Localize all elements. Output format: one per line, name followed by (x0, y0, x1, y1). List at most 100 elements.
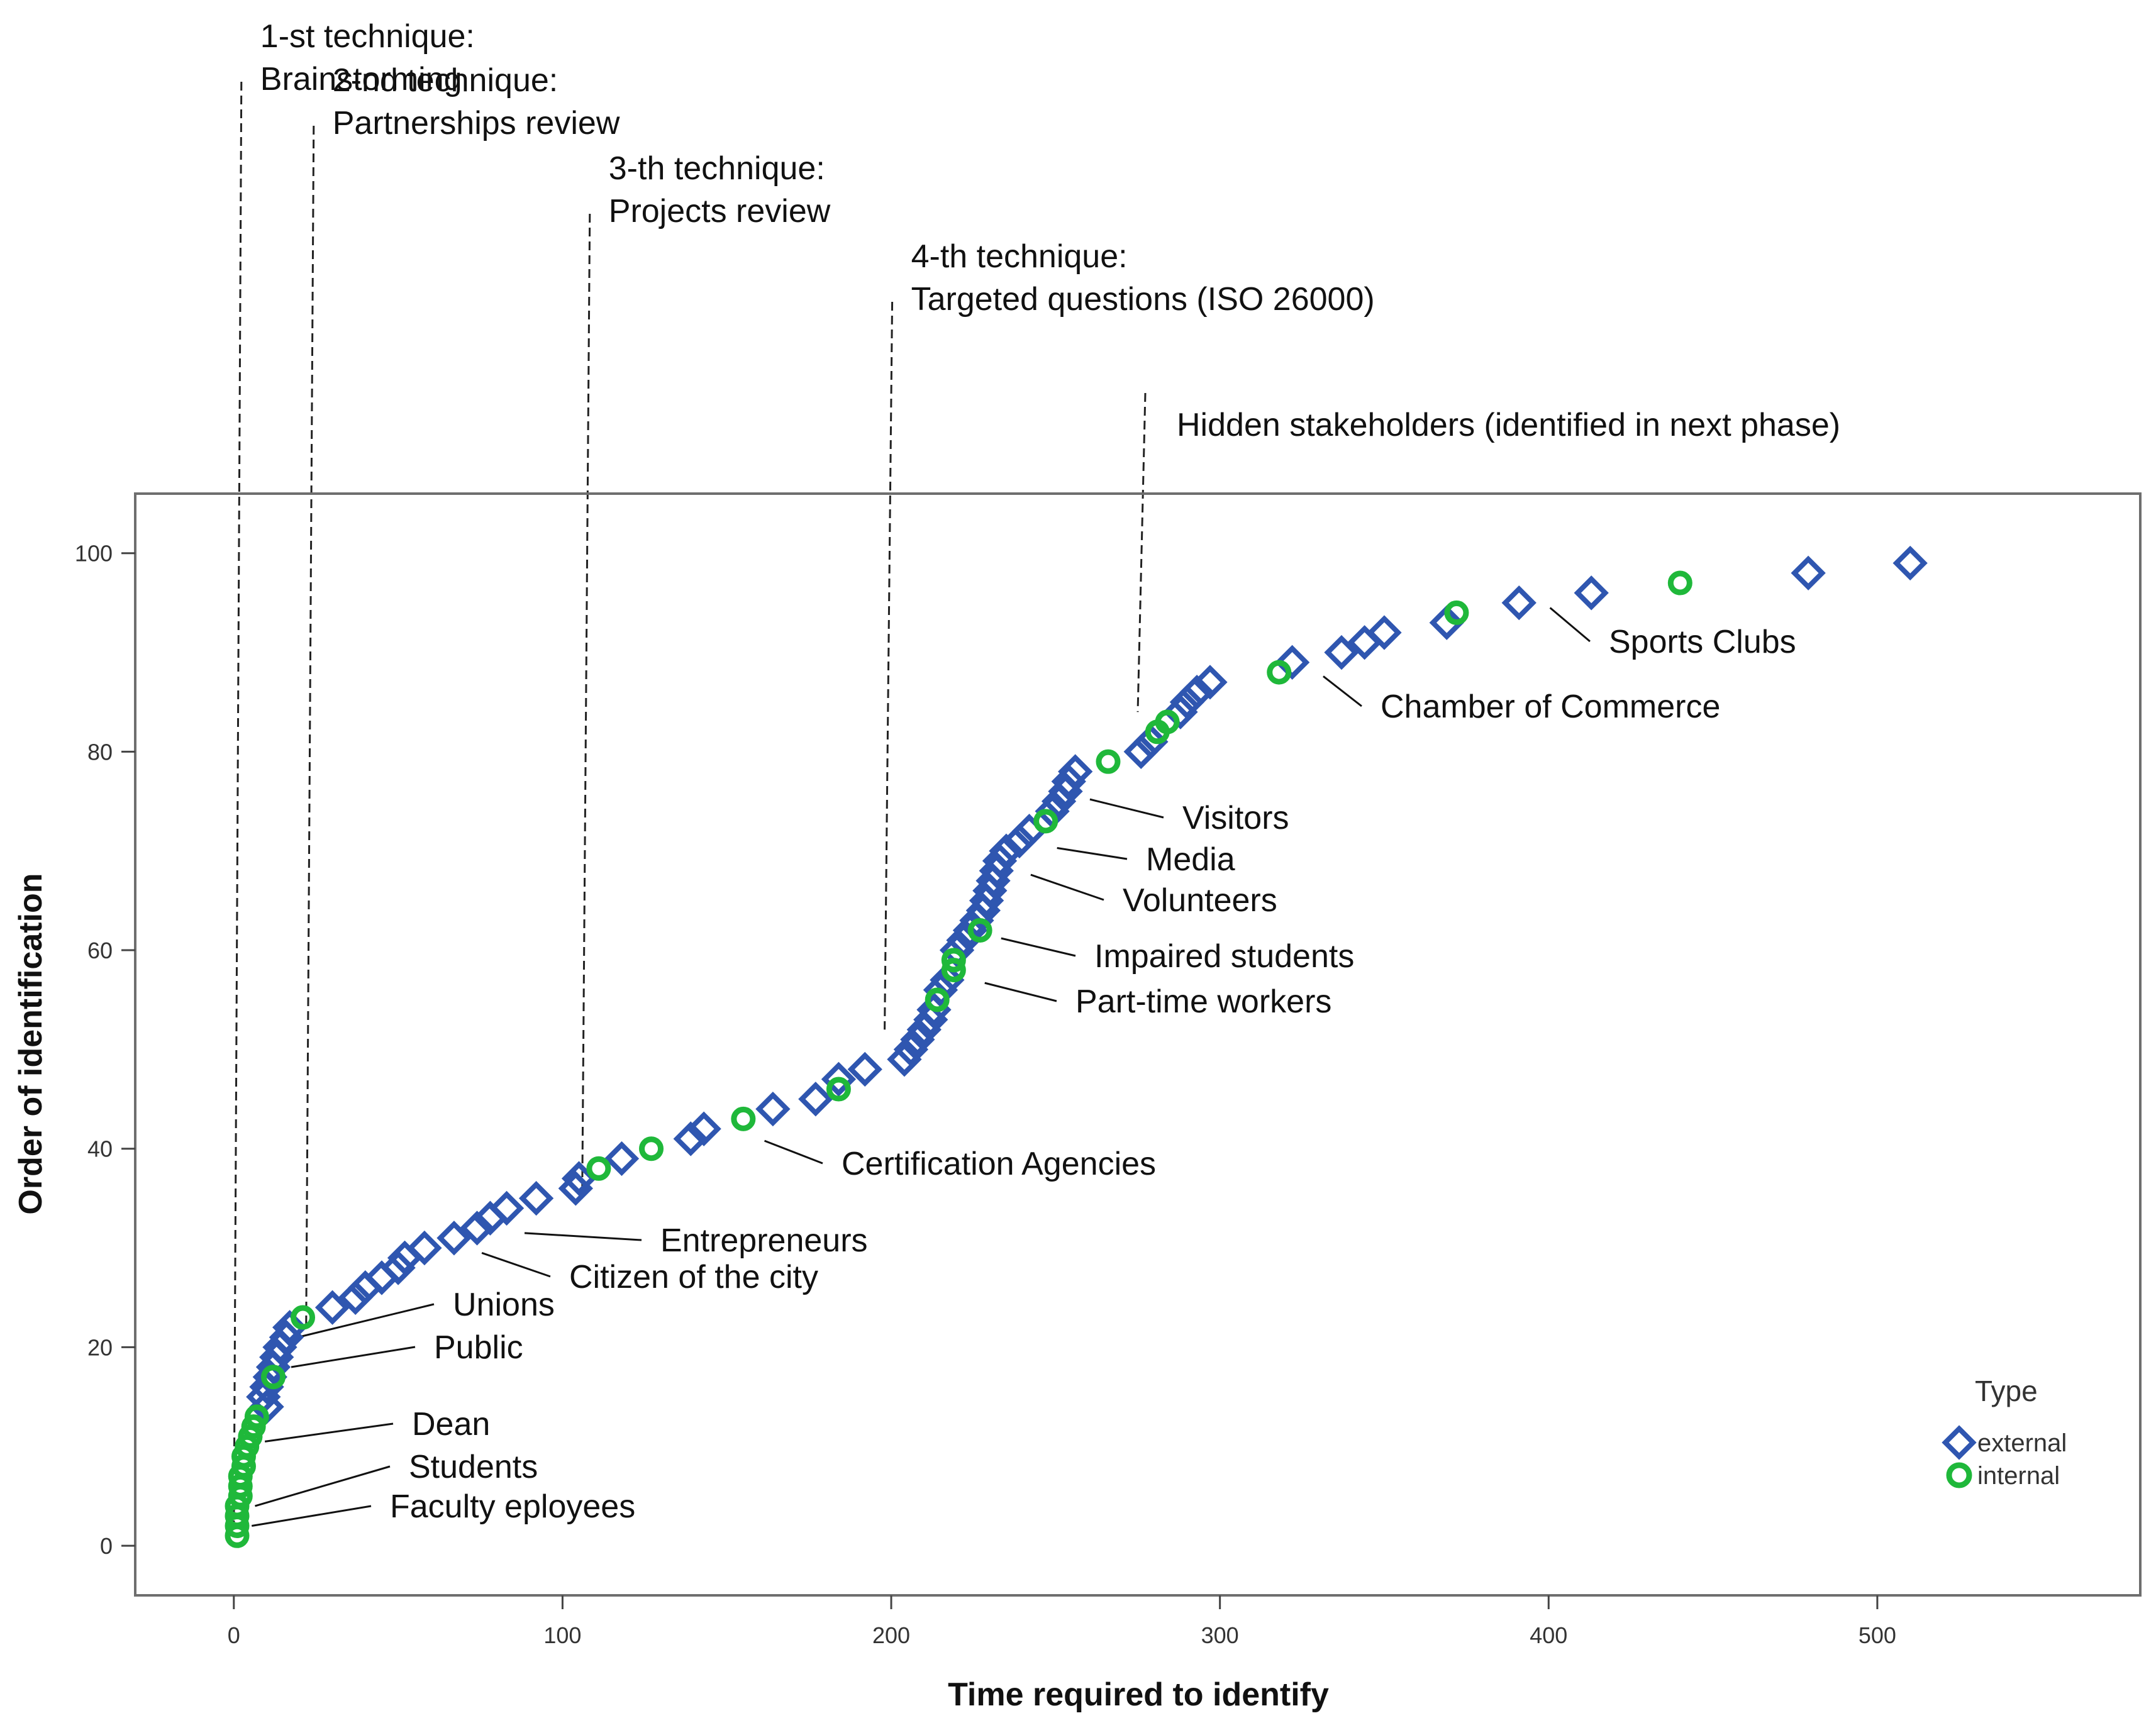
annotation-leader-line (984, 982, 1057, 1002)
data-point-external (1367, 615, 1402, 650)
data-point-internal (1155, 709, 1180, 734)
data-point-external (314, 1290, 350, 1325)
annotation-label: Entrepreneurs (660, 1222, 868, 1259)
data-point-external (1892, 545, 1928, 581)
technique-label: 3-th technique: (609, 150, 825, 187)
technique-guide-line (581, 213, 591, 1188)
x-axis-title: Time required to identify (948, 1676, 1329, 1713)
annotation-leader-line (1089, 798, 1164, 819)
data-point-external (1574, 575, 1609, 611)
data-point-internal (586, 1156, 611, 1181)
data-point-external (1058, 754, 1093, 789)
data-point-external (489, 1190, 525, 1226)
legend: Type external internal (1942, 1375, 2067, 1490)
annotation-label: Certification Agencies (842, 1146, 1156, 1182)
data-point-external (1192, 665, 1228, 700)
annotation-leader-line (481, 1252, 551, 1278)
data-point-external (755, 1091, 791, 1127)
data-point-external (1274, 645, 1310, 680)
y-tick-label: 100 (75, 541, 113, 567)
legend-entry-internal: internal (1946, 1462, 2060, 1490)
technique-label: Hidden stakeholders (identified in next … (1177, 407, 1840, 443)
y-tick-label: 20 (87, 1334, 113, 1360)
technique-label: 1-st technique: (260, 18, 475, 55)
technique-name: Targeted questions (ISO 26000) (911, 281, 1375, 318)
technique-label: 4-th technique: (911, 238, 1128, 275)
data-point-internal (1096, 749, 1121, 774)
data-point-external (1123, 734, 1159, 770)
data-point-internal (967, 917, 992, 943)
data-point-external (887, 1042, 922, 1077)
data-point-internal (731, 1106, 756, 1131)
data-point-external (982, 843, 1018, 878)
data-point-external (338, 1280, 373, 1316)
annotation-label: Chamber of Commerce (1381, 689, 1720, 725)
technique-name: Partnerships review (333, 105, 620, 141)
annotation-label: Students (409, 1449, 538, 1485)
data-point-external (1324, 634, 1359, 670)
data-point-internal (941, 958, 966, 983)
y-axis-title: Order of identification (13, 873, 49, 1214)
data-point-internal (826, 1077, 851, 1102)
data-point-external (604, 1141, 640, 1177)
annotation-leader-line (1549, 607, 1591, 643)
y-tick-label: 80 (87, 739, 113, 765)
x-tick-label: 300 (1201, 1622, 1239, 1648)
annotation-leader-line (297, 1303, 435, 1339)
plot-area-frame (134, 492, 2142, 1597)
annotation-leader-line (1057, 846, 1128, 860)
annotation-leader-line (1030, 873, 1104, 901)
x-tick-label: 100 (543, 1622, 581, 1648)
data-point-external (686, 1111, 721, 1146)
legend-entry-external: external (1942, 1425, 2067, 1460)
data-point-external (989, 833, 1024, 868)
data-point-external (272, 1310, 308, 1345)
annotation-label: Citizen of the city (569, 1259, 818, 1295)
technique-name: Projects review (609, 193, 831, 230)
data-point-external (381, 1250, 416, 1285)
data-point-external (923, 972, 959, 1007)
annotation-leader-line (1001, 937, 1076, 957)
data-point-external (459, 1211, 495, 1246)
data-point-external (1169, 684, 1205, 720)
data-point-external (1163, 694, 1198, 729)
annotation-leader-line (1323, 675, 1362, 707)
data-point-external (407, 1230, 442, 1266)
legend-diamond-icon (1942, 1425, 1977, 1460)
data-point-external (436, 1221, 472, 1256)
y-tick-label: 40 (87, 1136, 113, 1162)
x-tick-label: 0 (228, 1622, 240, 1648)
data-point-external (952, 912, 988, 948)
x-tick-label: 500 (1859, 1622, 1896, 1648)
data-point-internal (1267, 660, 1292, 685)
legend-circle-icon (1946, 1462, 1972, 1488)
annotation-label: Media (1146, 841, 1235, 878)
technique-guide-line (1136, 392, 1147, 712)
technique-guide-line (233, 81, 243, 1536)
data-point-external (1791, 555, 1826, 590)
data-point-external (900, 1022, 935, 1057)
annotation-label: Impaired students (1094, 938, 1354, 975)
data-points (225, 545, 1928, 1548)
data-point-external (673, 1121, 708, 1156)
data-point-external (1501, 585, 1536, 621)
legend-label-internal: internal (1977, 1462, 2060, 1490)
annotation-leader-line (764, 1139, 823, 1165)
data-point-internal (244, 1404, 269, 1429)
technique-name: Brainstorming (260, 61, 462, 97)
y-tick-label: 60 (87, 938, 113, 963)
data-point-external (1002, 823, 1037, 859)
annotation-label: Visitors (1182, 800, 1289, 836)
data-point-internal (1667, 570, 1692, 596)
annotation-leader-line (255, 1465, 391, 1507)
data-point-internal (639, 1136, 664, 1161)
technique-label: 2-nd technique: (333, 62, 558, 99)
data-point-internal (1033, 809, 1059, 834)
data-point-internal (291, 1305, 316, 1330)
data-point-external (1179, 675, 1214, 710)
annotation-label: Faculty eployees (390, 1488, 635, 1525)
data-point-external (1051, 764, 1086, 799)
data-point-internal (261, 1365, 286, 1390)
annotation-leader-line (291, 1346, 416, 1368)
